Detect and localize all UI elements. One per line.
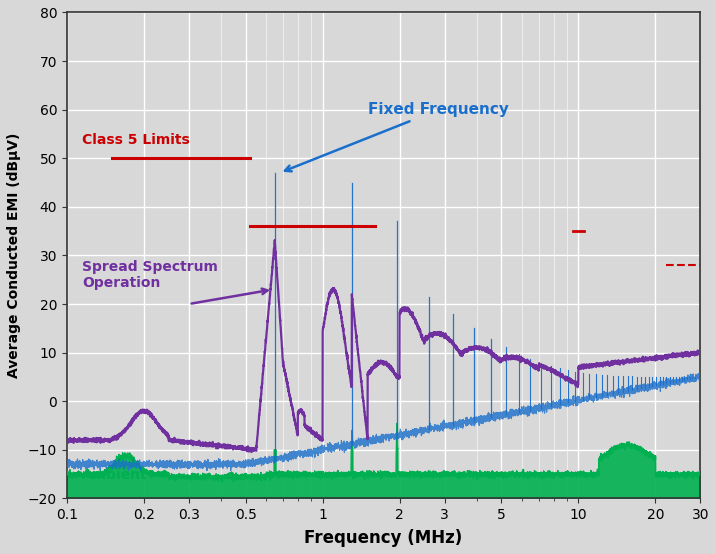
Y-axis label: Average Conducted EMI (dBµV): Average Conducted EMI (dBµV) bbox=[7, 133, 21, 378]
Text: Fixed Frequency: Fixed Frequency bbox=[285, 102, 508, 171]
X-axis label: Frequency (MHz): Frequency (MHz) bbox=[304, 529, 463, 547]
Text: Ambient: Ambient bbox=[82, 468, 148, 482]
Text: Spread Spectrum
Operation: Spread Spectrum Operation bbox=[82, 260, 218, 290]
Text: Class 5 Limits: Class 5 Limits bbox=[82, 132, 190, 147]
